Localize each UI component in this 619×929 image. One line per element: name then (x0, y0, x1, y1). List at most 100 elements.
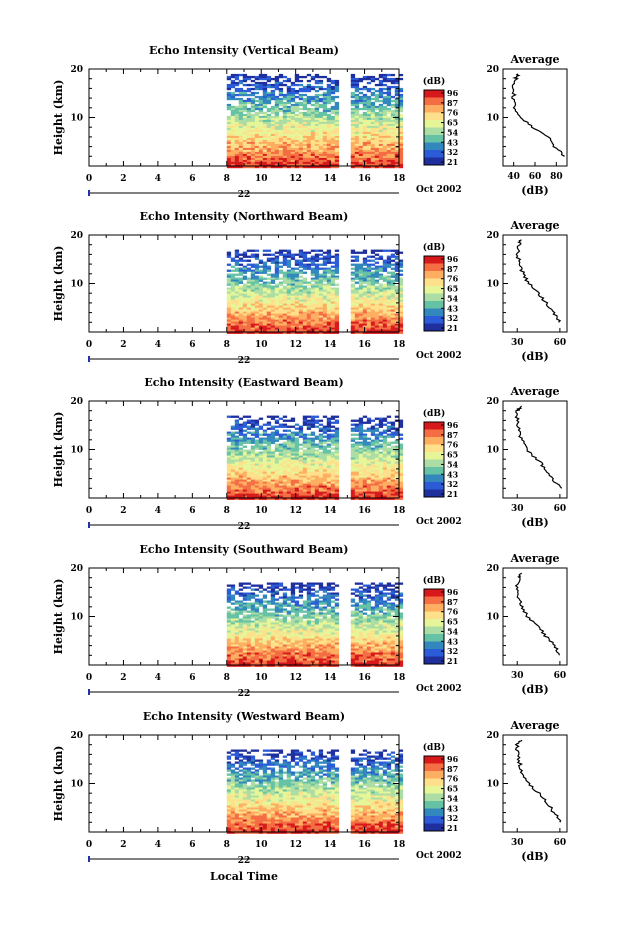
heatmap-cell (326, 133, 332, 137)
heatmap-cell (230, 425, 236, 428)
heatmap-cell (262, 313, 268, 316)
heatmap-cell (254, 123, 260, 127)
heatmap-cell (258, 417, 264, 420)
heatmap-cell (262, 95, 268, 99)
heatmap-cell (350, 445, 356, 448)
heatmap-cell (326, 453, 332, 456)
heatmap-cell (266, 107, 272, 111)
heatmap-cell (362, 147, 368, 151)
heatmap-cell (234, 309, 240, 312)
heatmap-cell (366, 463, 372, 466)
heatmap-cell (354, 155, 360, 159)
heatmap-cell (254, 429, 260, 432)
heatmap-cell (326, 299, 332, 302)
heatmap-cell (266, 147, 272, 151)
heatmap-cell (262, 271, 268, 274)
heatmap-cell (266, 465, 272, 468)
heatmap-cell (310, 289, 316, 292)
heatmap-cell (326, 91, 332, 95)
heatmap-cell (302, 443, 308, 446)
heatmap-cell (234, 285, 240, 288)
heatmap-cell (322, 131, 328, 135)
heatmap-cell (302, 113, 308, 117)
heatmap-cell (234, 159, 240, 163)
heatmap-cell (246, 457, 252, 460)
heatmap-cell (266, 423, 272, 426)
heatmap-cell (350, 489, 356, 492)
heatmap-cell (250, 467, 256, 470)
heatmap-cell (262, 325, 268, 328)
heatmap-cell (290, 165, 296, 169)
heatmap-cell (298, 285, 304, 288)
heatmap-cell (238, 299, 244, 302)
heatmap-cell (286, 315, 292, 318)
heatmap-cell (358, 315, 364, 318)
heatmap-cell (318, 479, 324, 482)
heatmap-cell (274, 293, 280, 296)
heatmap-cell (238, 99, 244, 103)
heatmap-cell (398, 145, 404, 149)
heatmap-cell (382, 165, 388, 169)
heatmap-cell (366, 89, 372, 93)
heatmap-cell (318, 493, 324, 496)
heatmap-cell (246, 441, 252, 444)
heatmap-cell (246, 159, 252, 163)
heatmap-cell (298, 251, 304, 254)
x-tick-label: 18 (393, 174, 406, 184)
heatmap-cell (310, 107, 316, 111)
heatmap-cell (226, 471, 232, 474)
heatmap-cell (230, 157, 236, 161)
heatmap-cell (230, 285, 236, 288)
heatmap-cell (362, 281, 368, 284)
heatmap-cell (334, 101, 340, 105)
heatmap-cell (362, 129, 368, 133)
heatmap-cell (278, 83, 284, 87)
heatmap-cell (310, 141, 316, 145)
heatmap-cell (334, 317, 340, 320)
heatmap-cell (374, 135, 380, 139)
heatmap-cell (226, 141, 232, 145)
heatmap-cell (266, 287, 272, 290)
heatmap-cell (374, 485, 380, 488)
heatmap-cell (250, 119, 256, 123)
heatmap-cell (326, 251, 332, 254)
heatmap-cell (234, 163, 240, 167)
heatmap-cell (370, 443, 376, 446)
heatmap-cell (230, 315, 236, 318)
heatmap-cell (266, 149, 272, 153)
heatmap-cell (234, 129, 240, 133)
heatmap-cell (250, 125, 256, 129)
heatmap-cell (246, 481, 252, 484)
heatmap-cell (306, 161, 312, 165)
heatmap-cell (374, 437, 380, 440)
heatmap-cell (306, 141, 312, 145)
heatmap-cell (274, 299, 280, 302)
heatmap-cell (366, 323, 372, 326)
heatmap-cell (394, 463, 400, 466)
heatmap-cell (278, 117, 284, 121)
heatmap-cell (294, 163, 300, 167)
heatmap-cell (326, 135, 332, 139)
heatmap-cell (326, 437, 332, 440)
heatmap-cell (398, 251, 404, 254)
heatmap-cell (366, 497, 372, 500)
heatmap-cell (362, 123, 368, 127)
heatmap-cell (386, 331, 392, 334)
heatmap-cell (266, 435, 272, 438)
heatmap-cell (234, 479, 240, 482)
heatmap-cell (294, 133, 300, 137)
heatmap-cell (250, 433, 256, 436)
heatmap-cell (326, 107, 332, 111)
heatmap-cell (366, 269, 372, 272)
heatmap-cell (326, 483, 332, 486)
heatmap-cell (310, 295, 316, 298)
heatmap-cell (378, 125, 384, 129)
heatmap-cell (386, 313, 392, 316)
heatmap-cell (386, 497, 392, 500)
heatmap-cell (286, 273, 292, 276)
heatmap-cell (298, 157, 304, 161)
heatmap-cell (274, 449, 280, 452)
heatmap-cell (394, 439, 400, 442)
heatmap-cell (358, 99, 364, 103)
heatmap-cell (358, 443, 364, 446)
